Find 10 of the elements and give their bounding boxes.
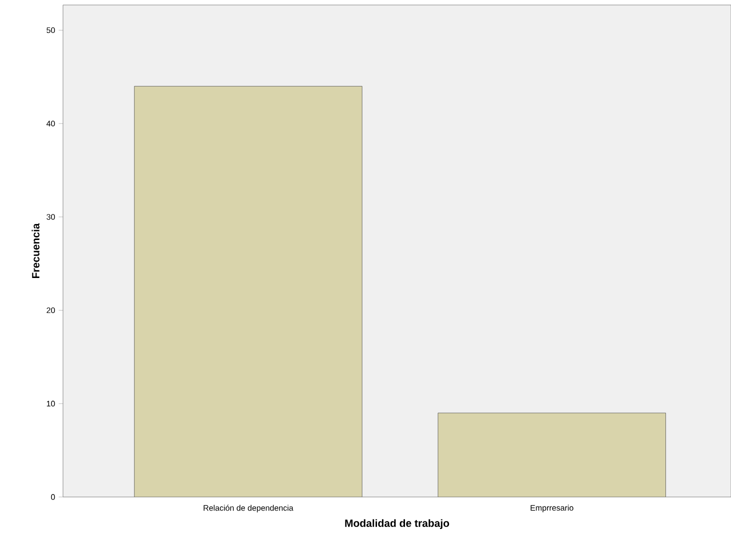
y-tick-label: 20	[46, 307, 55, 314]
y-tick-label: 40	[46, 120, 55, 126]
y-axis-title: Frecuencia	[32, 223, 40, 278]
x-tick-label: Emprresario	[530, 504, 574, 512]
y-tick-label: 50	[46, 27, 55, 34]
y-tick-label: 10	[46, 400, 55, 406]
x-tick-label: Relación de dependencia	[204, 504, 294, 512]
x-axis-title: Modalidad de trabajo	[345, 519, 450, 530]
y-tick-label: 0	[51, 494, 55, 500]
y-tick-label: 30	[46, 214, 55, 220]
